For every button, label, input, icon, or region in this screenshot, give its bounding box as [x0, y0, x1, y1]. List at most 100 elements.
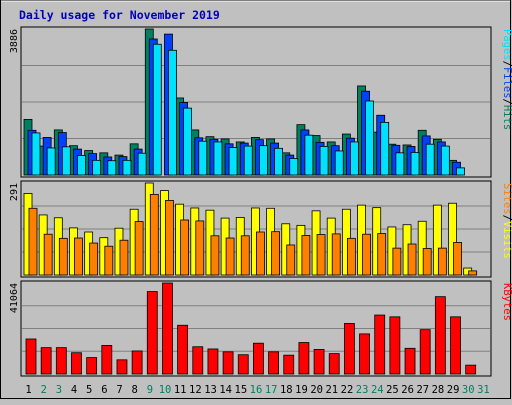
bar-kbytes	[116, 359, 128, 375]
bar-sites	[377, 233, 387, 276]
x-tick-label: 9	[147, 384, 153, 396]
bar-kbytes	[71, 352, 82, 375]
bar-kbytes	[298, 342, 310, 375]
bar-pages	[122, 159, 132, 176]
bar-kbytes	[177, 324, 189, 375]
bar-pages	[107, 160, 117, 176]
bar-kbytes	[374, 314, 386, 375]
bar-sites	[43, 233, 53, 276]
x-tick-label: 10	[159, 384, 172, 396]
bar-kbytes	[268, 351, 279, 375]
chart-title: Daily usage for November 2019	[19, 8, 220, 22]
bar-pages	[380, 122, 390, 176]
bar-pages	[456, 167, 465, 176]
bar-pages	[425, 143, 435, 176]
bar-sites	[271, 231, 280, 276]
series-visits	[23, 182, 473, 276]
bar-sites	[256, 231, 265, 276]
bar-kbytes	[434, 296, 446, 375]
panel-top: 3886 Pages/Files/Hits	[9, 26, 512, 178]
x-tick-label: 13	[204, 384, 217, 396]
x-tick-label: 27	[416, 384, 429, 396]
legend-entry: KBytes	[501, 283, 512, 321]
bar-sites	[468, 270, 478, 276]
x-tick-label: 23	[356, 384, 369, 396]
bar-pages	[395, 152, 405, 176]
bar-kbytes	[389, 316, 401, 375]
x-tick-label: 3	[56, 384, 62, 396]
bar-sites	[407, 243, 417, 276]
x-tick-label: 15	[235, 384, 248, 396]
x-tick-label: 8	[132, 384, 138, 396]
legend-entry: Hits	[501, 105, 512, 130]
x-tick-label: 5	[86, 384, 92, 396]
bar-sites	[392, 247, 402, 276]
bar-sites	[346, 237, 356, 276]
bar-sites	[180, 219, 190, 276]
bar-kbytes	[328, 353, 340, 375]
legend-top: Pages/Files/Hits	[501, 29, 512, 130]
x-tick-label: 14	[219, 384, 232, 396]
bar-sites	[195, 220, 205, 276]
bar-kbytes	[343, 323, 355, 375]
bar-pages	[137, 152, 147, 176]
bar-pages	[349, 141, 359, 176]
x-tick-label: 28	[432, 384, 445, 396]
bar-sites	[149, 193, 159, 276]
chart-panels: 3886 Pages/Files/Hits 291 Sites/Visits 41064…	[9, 26, 512, 377]
legend-mid: Sites/Visits	[501, 183, 512, 259]
x-tick-label: 16	[250, 384, 263, 396]
bar-sites	[89, 242, 99, 276]
x-tick-label: 18	[280, 384, 293, 396]
bar-kbytes	[359, 333, 370, 375]
x-tick-label: 4	[71, 384, 77, 396]
bar-kbytes	[86, 357, 98, 375]
bar-sites	[58, 237, 68, 276]
bar-sites	[301, 235, 311, 276]
bar-pages	[304, 134, 314, 176]
x-tick-label: 24	[371, 384, 384, 396]
bar-pages	[61, 146, 71, 176]
x-tick-label: 29	[447, 384, 460, 396]
bar-kbytes	[222, 351, 234, 375]
legend-entry: Pages	[501, 29, 512, 61]
bar-pages	[183, 107, 193, 176]
x-axis: 1 2 3 4 5 6 7 8 9 10 11 12 13 14 15 16 17 18 19 20 21 22 23 24 2…	[25, 384, 489, 396]
bar-sites	[134, 221, 144, 276]
x-tick-label: 25	[386, 384, 399, 396]
x-tick-label: 2	[41, 384, 47, 396]
x-tick-label: 20	[310, 384, 323, 396]
bar-kbytes	[25, 338, 37, 375]
bar-kbytes	[162, 282, 173, 375]
bar-sites	[165, 199, 174, 276]
bar-kbytes	[146, 291, 158, 375]
bar-pages	[274, 147, 283, 176]
bar-sites	[119, 239, 129, 276]
series-kbytes	[25, 282, 477, 375]
bar-pages	[410, 152, 420, 176]
bar-kbytes	[313, 349, 325, 375]
bar-sites	[74, 237, 83, 276]
bar-kbytes	[404, 347, 416, 375]
axis-max-label: 3886	[9, 29, 20, 53]
bar-sites	[437, 247, 447, 276]
bar-sites	[240, 235, 250, 276]
bar-sites	[316, 234, 326, 276]
bar-kbytes	[283, 354, 295, 375]
bar-pages	[77, 155, 86, 176]
bar-sites	[104, 245, 114, 276]
bar-kbytes	[419, 329, 431, 375]
bar-kbytes	[131, 350, 143, 375]
bar-kbytes	[101, 345, 113, 375]
panel-mid: 291 Sites/Visits	[9, 180, 512, 278]
bar-pages	[289, 158, 299, 176]
bar-kbytes	[253, 342, 264, 375]
x-tick-label: 6	[101, 384, 107, 396]
bar-visits	[448, 202, 457, 276]
bar-pages	[228, 147, 238, 176]
axis-max-label: 41064	[9, 283, 20, 313]
bar-pages	[365, 100, 374, 176]
bar-sites	[225, 237, 235, 276]
bar-pages	[334, 150, 344, 176]
bar-pages	[152, 43, 162, 176]
